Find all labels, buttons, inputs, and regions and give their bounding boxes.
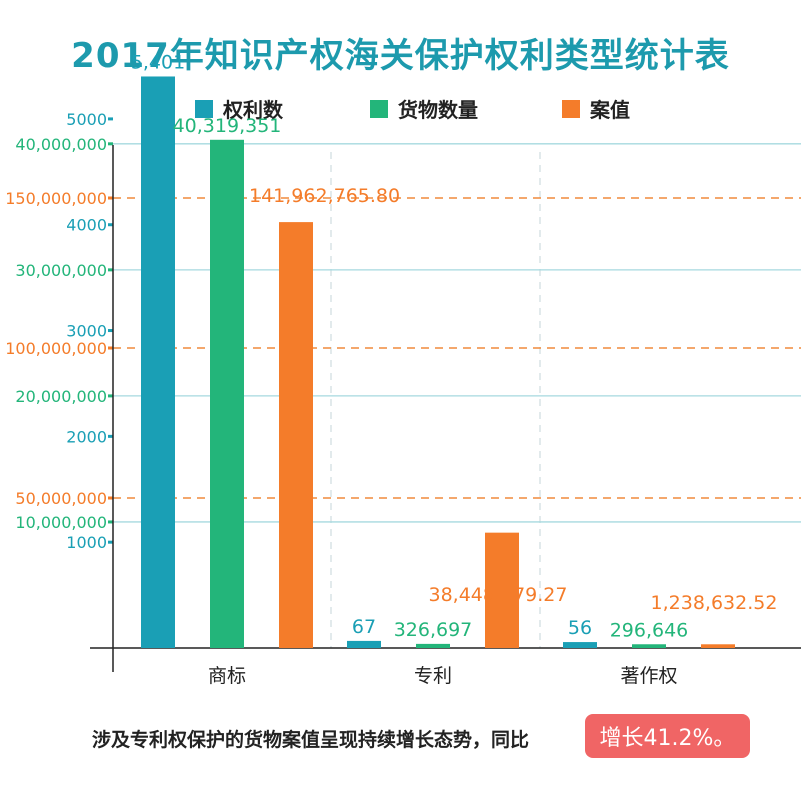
growth-badge: 增长41.2%。 [585,714,750,758]
tick-label-value-2: 150,000,000 [5,189,107,208]
legend-item-goods: 货物数量 [370,94,478,123]
data-label-rights-1: 67 [352,616,376,638]
tick-label-value-1: 100,000,000 [5,339,107,358]
tick-label-goods-1: 20,000,000 [15,387,107,406]
tick-label-rights-2: 3000 [66,322,107,341]
category-label-1: 专利 [414,665,452,687]
legend: 权利数 货物数量 案值 [0,94,801,123]
tick-label-goods-3: 40,000,000 [15,135,107,154]
tick-label-goods-0: 10,000,000 [15,513,107,532]
legend-label-value: 案值 [590,98,630,122]
legend-label-rights: 权利数 [223,98,283,122]
tick-label-rights-4: 5000 [66,110,107,129]
legend-swatch-goods [370,99,388,118]
data-label-goods-2: 296,646 [610,619,689,641]
tick-label-rights-3: 4000 [66,216,107,235]
data-label-rights-0: 5,401 [131,51,185,73]
bar-goods-0 [210,139,244,649]
category-label-0: 商标 [208,665,246,687]
bar-goods-1 [416,643,450,648]
legend-item-rights: 权利数 [195,94,283,123]
data-label-rights-2: 56 [568,617,592,639]
data-label-goods-1: 326,697 [394,619,473,641]
bar-rights-2 [563,642,597,648]
tick-label-goods-2: 30,000,000 [15,261,107,280]
data-label-value-1: 38,448,379.27 [428,584,567,606]
tick-label-rights-0: 1000 [66,533,107,552]
data-label-value-2: 1,238,632.52 [651,592,778,614]
bar-rights-0 [141,76,175,648]
legend-item-value: 案值 [562,94,630,123]
bar-rights-1 [347,640,381,648]
legend-swatch-rights [195,99,213,118]
footnote-text: 涉及专利权保护的货物案值呈现持续增长态势，同比 [92,729,530,751]
bar-goods-2 [632,644,666,648]
category-label-2: 著作权 [620,665,677,687]
data-label-goods-0: 40,319,351 [173,115,282,137]
legend-label-goods: 货物数量 [398,98,478,122]
bar-value-1 [485,532,519,648]
data-label-value-0: 141,962,765.80 [249,185,400,207]
tick-label-rights-1: 2000 [66,427,107,446]
tick-label-value-0: 50,000,000 [15,489,107,508]
chart-title: 2017年知识产权海关保护权利类型统计表 [71,36,730,76]
bar-value-2 [701,644,735,648]
legend-swatch-value [562,99,580,118]
bar-chart: 1000 2000 3000 4000 5000 10,000,000 20,000,000… [5,51,801,687]
bar-value-0 [279,222,313,649]
